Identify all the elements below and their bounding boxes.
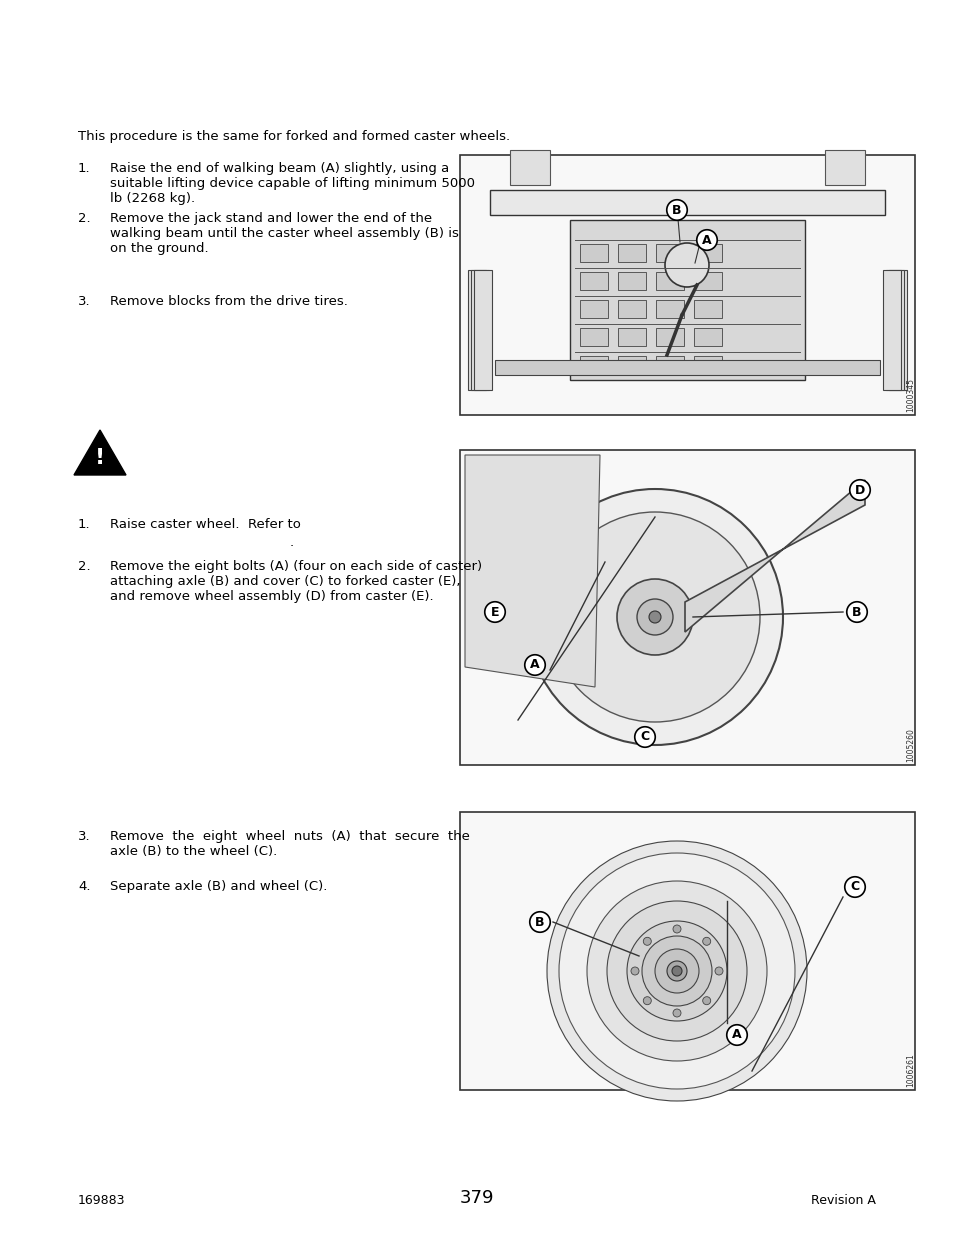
Text: 1000345: 1000345	[905, 378, 915, 412]
Text: 1006261: 1006261	[905, 1053, 915, 1087]
Circle shape	[672, 925, 680, 932]
Circle shape	[617, 579, 692, 655]
Bar	[579, 245, 607, 262]
Bar	[459, 811, 914, 1091]
Text: .: .	[290, 536, 294, 550]
Text: Revision A: Revision A	[810, 1194, 875, 1207]
Bar	[693, 300, 721, 317]
Bar	[656, 245, 683, 262]
Circle shape	[546, 841, 806, 1100]
Text: 169883: 169883	[78, 1194, 126, 1207]
Text: 3.: 3.	[78, 830, 91, 844]
Text: A: A	[731, 1029, 741, 1041]
Text: D: D	[854, 483, 864, 496]
Circle shape	[702, 997, 710, 1005]
Circle shape	[626, 921, 726, 1021]
Bar	[885, 270, 903, 390]
Bar	[618, 272, 645, 290]
Circle shape	[606, 902, 746, 1041]
Text: E: E	[490, 605, 498, 619]
Text: A: A	[701, 233, 711, 247]
Bar	[693, 245, 721, 262]
Bar	[693, 329, 721, 346]
Text: C: C	[639, 730, 649, 743]
Bar	[579, 272, 607, 290]
Circle shape	[714, 967, 722, 974]
Circle shape	[630, 967, 639, 974]
Bar	[474, 270, 492, 390]
Text: Remove  the  eight  wheel  nuts  (A)  that  secure  the
axle (B) to the wheel (C: Remove the eight wheel nuts (A) that sec…	[110, 830, 470, 858]
Text: 379: 379	[459, 1189, 494, 1207]
Circle shape	[642, 997, 651, 1005]
Text: A: A	[530, 658, 539, 672]
Text: 3.: 3.	[78, 295, 91, 308]
Bar	[618, 356, 645, 374]
Text: 1005260: 1005260	[905, 729, 915, 762]
Bar	[693, 272, 721, 290]
Polygon shape	[684, 480, 864, 632]
Circle shape	[648, 611, 660, 622]
Bar	[459, 156, 914, 415]
Bar	[468, 270, 485, 390]
Polygon shape	[74, 430, 126, 475]
Text: 2.: 2.	[78, 212, 91, 225]
Text: Remove the jack stand and lower the end of the
walking beam until the caster whe: Remove the jack stand and lower the end …	[110, 212, 458, 254]
Bar	[656, 272, 683, 290]
Text: 2.: 2.	[78, 559, 91, 573]
Circle shape	[558, 853, 794, 1089]
Circle shape	[664, 243, 708, 287]
Circle shape	[586, 881, 766, 1061]
Text: C: C	[849, 881, 859, 893]
Bar	[693, 356, 721, 374]
Bar	[569, 220, 804, 380]
Circle shape	[641, 936, 711, 1007]
Bar	[656, 300, 683, 317]
Circle shape	[666, 961, 686, 981]
Text: 1.: 1.	[78, 162, 91, 175]
Bar	[618, 245, 645, 262]
Circle shape	[642, 937, 651, 945]
Text: !: !	[95, 448, 105, 468]
Bar	[618, 300, 645, 317]
Text: B: B	[672, 204, 681, 216]
Bar	[824, 149, 864, 185]
Text: 4.: 4.	[78, 881, 91, 893]
Circle shape	[671, 966, 681, 976]
Text: B: B	[851, 605, 861, 619]
Circle shape	[526, 489, 782, 745]
Bar	[656, 356, 683, 374]
Bar	[459, 450, 914, 764]
Circle shape	[672, 1009, 680, 1016]
Bar	[888, 270, 906, 390]
Bar	[471, 270, 489, 390]
Circle shape	[637, 599, 672, 635]
Text: Remove blocks from the drive tires.: Remove blocks from the drive tires.	[110, 295, 348, 308]
Circle shape	[655, 948, 699, 993]
Bar	[656, 329, 683, 346]
Bar	[882, 270, 900, 390]
Text: B: B	[535, 915, 544, 929]
Bar	[579, 329, 607, 346]
Circle shape	[702, 937, 710, 945]
Text: Raise caster wheel.  Refer to: Raise caster wheel. Refer to	[110, 517, 300, 531]
Bar	[490, 190, 884, 215]
Text: This procedure is the same for forked and formed caster wheels.: This procedure is the same for forked an…	[78, 130, 510, 143]
Bar	[618, 329, 645, 346]
Text: 1.: 1.	[78, 517, 91, 531]
Text: Separate axle (B) and wheel (C).: Separate axle (B) and wheel (C).	[110, 881, 327, 893]
Bar	[579, 300, 607, 317]
Circle shape	[550, 513, 760, 722]
Bar	[510, 149, 550, 185]
Text: Raise the end of walking beam (A) slightly, using a
suitable lifting device capa: Raise the end of walking beam (A) slight…	[110, 162, 475, 205]
Text: Remove the eight bolts (A) (four on each side of caster)
attaching axle (B) and : Remove the eight bolts (A) (four on each…	[110, 559, 481, 603]
Polygon shape	[464, 454, 599, 687]
Bar	[495, 359, 879, 375]
Bar	[579, 356, 607, 374]
